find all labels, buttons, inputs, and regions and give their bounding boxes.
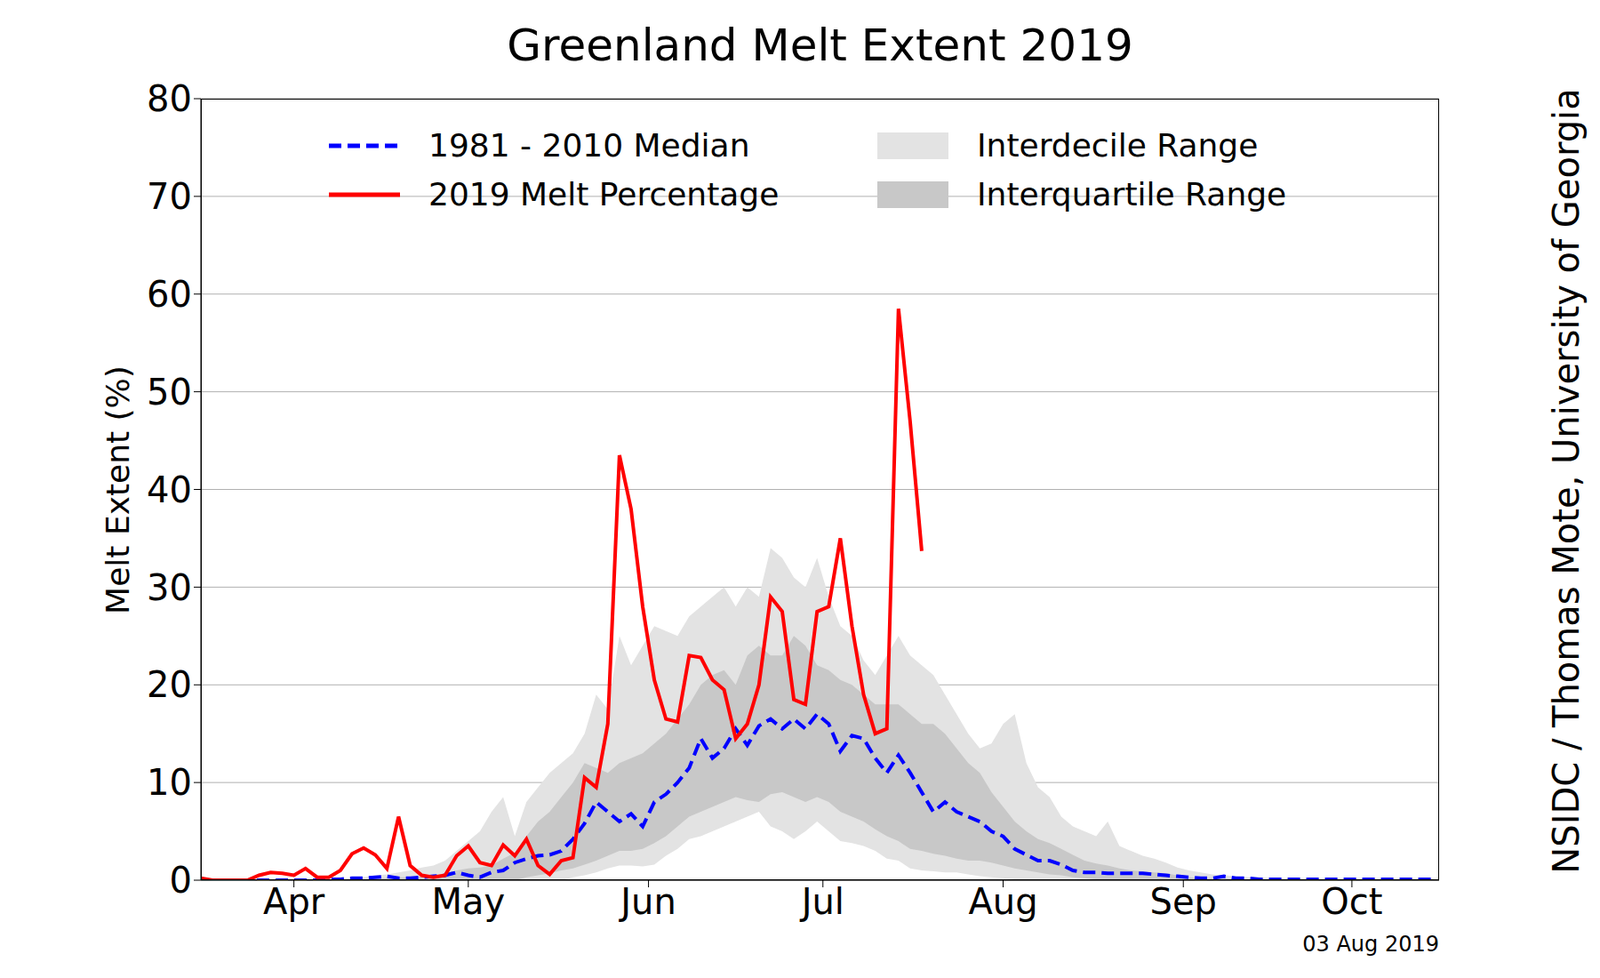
html-text:Greenland Melt Extent 2019: Greenland Melt Extent 2019 [506, 19, 1134, 72]
svg-text:50: 50 [146, 371, 192, 413]
svg-text:Sep: Sep [1150, 880, 1217, 922]
svg-text:80: 80 [146, 78, 192, 120]
svg-text:20: 20 [146, 664, 192, 705]
svg-text:40: 40 [146, 469, 192, 511]
svg-text:May: May [431, 880, 505, 922]
svg-text:Jul: Jul [799, 880, 845, 922]
html-text:NSIDC / Thomas Mote, Universit: NSIDC / Thomas Mote, University of Georg… [1545, 87, 1587, 874]
html-text:Melt Extent (%): Melt Extent (%) [99, 364, 136, 614]
html-text:1981 - 2010 Median: 1981 - 2010 Median [428, 127, 750, 164]
svg-text:Aug: Aug [968, 880, 1038, 922]
svg-text:0: 0 [169, 859, 192, 901]
html-text:2019 Melt Percentage: 2019 Melt Percentage [428, 176, 780, 213]
html-text:03 Aug 2019: 03 Aug 2019 [1302, 931, 1440, 957]
svg-text:60: 60 [146, 273, 192, 315]
html-text:Interquartile Range: Interquartile Range [976, 176, 1287, 213]
svg-text:70: 70 [146, 176, 192, 217]
svg-text:30: 30 [146, 567, 192, 608]
svg-text:Apr: Apr [263, 880, 326, 922]
html-text:Interdecile Range: Interdecile Range [976, 127, 1259, 164]
svg-text:10: 10 [146, 761, 192, 803]
svg-text:Jun: Jun [617, 880, 677, 922]
svg-text:Oct: Oct [1320, 880, 1383, 922]
